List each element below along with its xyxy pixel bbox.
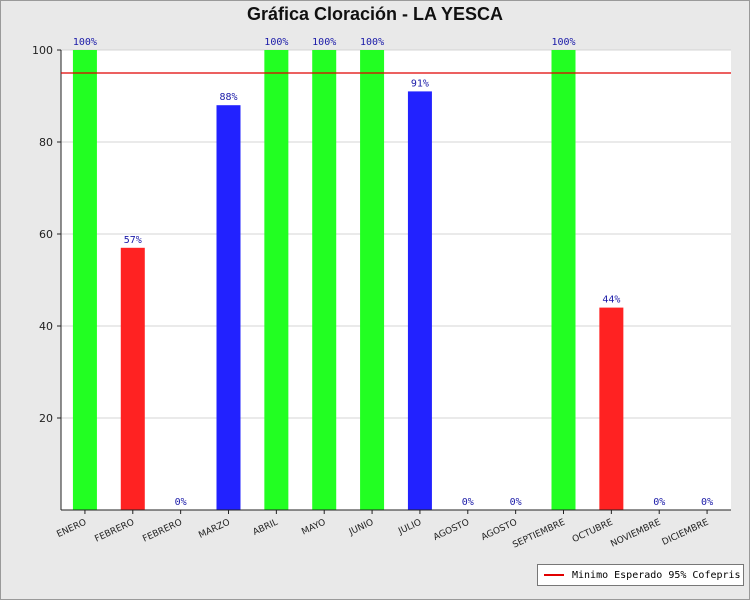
x-tick-label: JUNIO [347,518,375,538]
data-label: 0% [653,497,665,508]
data-label: 100% [264,37,288,48]
bar [312,50,337,510]
data-label: 0% [510,497,522,508]
legend-label: Minimo Esperado 95% Cofepris [572,569,741,581]
data-labels: 100% 57% 0% 88% 100% 100% 100% 91% 0% 0% 100% 44% 0%… [73,37,713,508]
bar [551,50,576,510]
x-tick-label: NOVIEMBRE [609,518,662,550]
data-label: 44% [602,295,620,306]
plot-area [61,50,731,510]
x-tick-label: ABRIL [252,518,280,538]
x-tick-label: FEBRERO [141,518,184,545]
y-tick-label: 80 [39,136,53,149]
data-label: 57% [124,235,142,246]
bar [216,105,241,510]
data-label: 91% [411,78,429,89]
y-tick-label: 20 [39,412,53,425]
x-axis: ENERO FEBRERO FEBRERO MARZO ABRIL MAYO JUNIO JU… [55,509,731,551]
bar [599,307,624,510]
bar [120,247,145,511]
bar [72,50,97,510]
y-axis: 20 40 60 80 100 [32,44,62,510]
x-tick-label: FEBRERO [93,518,136,545]
bar [407,91,432,511]
data-label: 100% [551,37,575,48]
y-tick-label: 60 [39,228,53,241]
data-label: 88% [219,92,237,103]
data-label: 100% [312,37,336,48]
chart-title: Gráfica Cloración - LA YESCA [246,4,504,24]
x-tick-label: SEPTIEMBRE [511,518,567,551]
data-label: 100% [73,37,97,48]
x-tick-label: ENERO [55,518,88,540]
bars [72,50,624,511]
x-tick-label: MAYO [300,518,327,538]
x-tick-label: AGOSTO [480,518,519,543]
x-tick-label: OCTUBRE [571,518,615,546]
data-label: 0% [462,497,474,508]
legend-swatch [544,574,564,576]
x-tick-label: AGOSTO [432,518,471,543]
data-label: 100% [360,37,384,48]
y-tick-label: 40 [39,320,53,333]
bar [360,50,385,510]
data-label: 0% [701,497,713,508]
legend: Minimo Esperado 95% Cofepris [537,564,744,586]
x-tick-label: DICIEMBRE [661,518,711,548]
x-tick-label: MARZO [197,518,232,541]
bar [264,50,289,510]
data-label: 0% [175,497,187,508]
y-tick-label: 100 [32,44,53,57]
x-tick-label: JULIO [396,518,423,538]
